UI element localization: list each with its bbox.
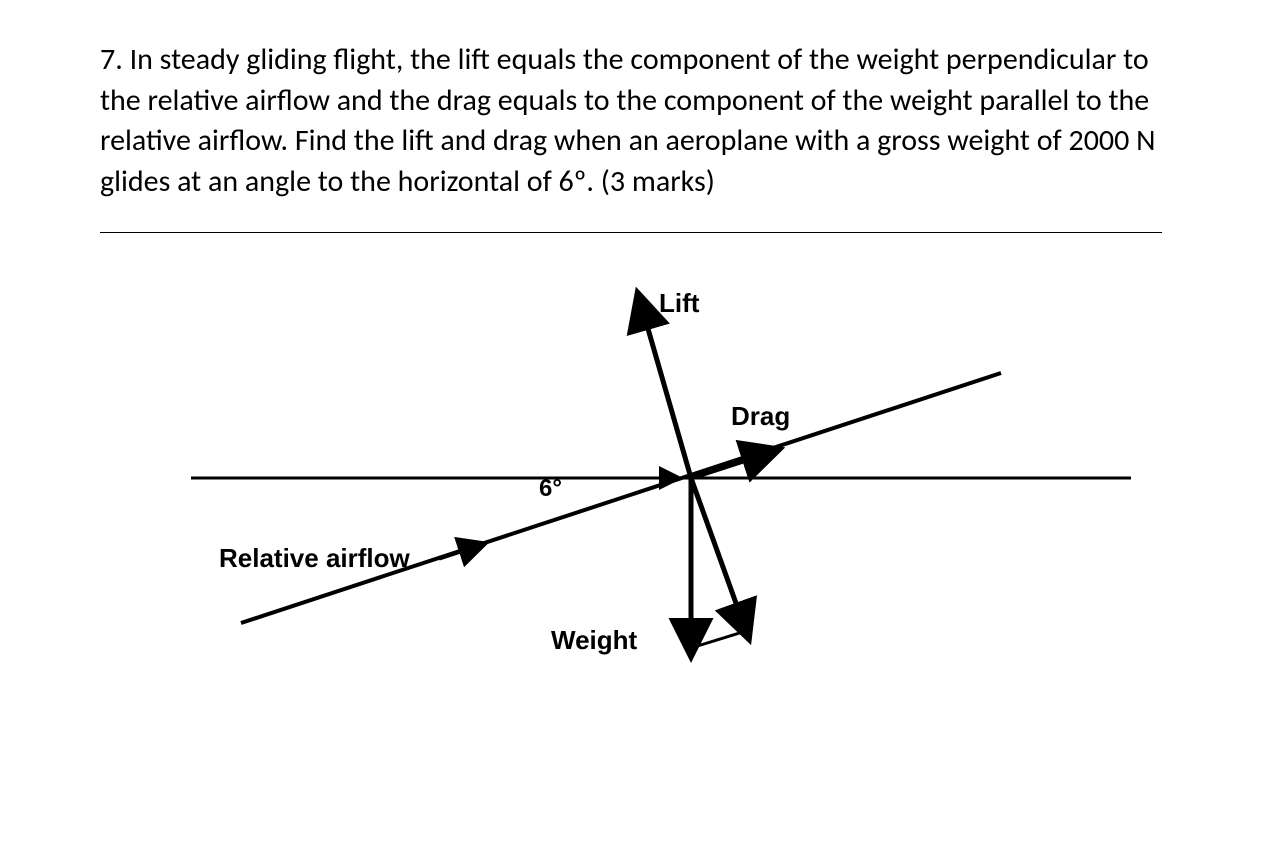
weight-triangle-close: [691, 631, 746, 648]
drag-vector: [691, 452, 771, 478]
lift-vector: [640, 301, 691, 478]
page: 7. In steady gliding flight, the lift eq…: [0, 0, 1262, 842]
separator-line: [100, 232, 1162, 233]
airflow-arrow: [439, 547, 474, 559]
weight-label: Weight: [551, 625, 637, 656]
lift-label: Lift: [659, 288, 699, 319]
question-body: In steady gliding flight, the lift equal…: [100, 41, 1155, 200]
question-text: 7. In steady gliding flight, the lift eq…: [100, 40, 1162, 202]
angle-label: 6°: [539, 475, 562, 503]
weight-parallel-component: [691, 478, 746, 631]
airflow-line: [241, 373, 1001, 623]
drag-label: Drag: [731, 401, 790, 432]
force-diagram: Lift Drag 6° Relative airflow Weight: [131, 243, 1131, 713]
question-number: 7.: [100, 41, 123, 78]
relative-airflow-label: Relative airflow: [219, 543, 410, 574]
